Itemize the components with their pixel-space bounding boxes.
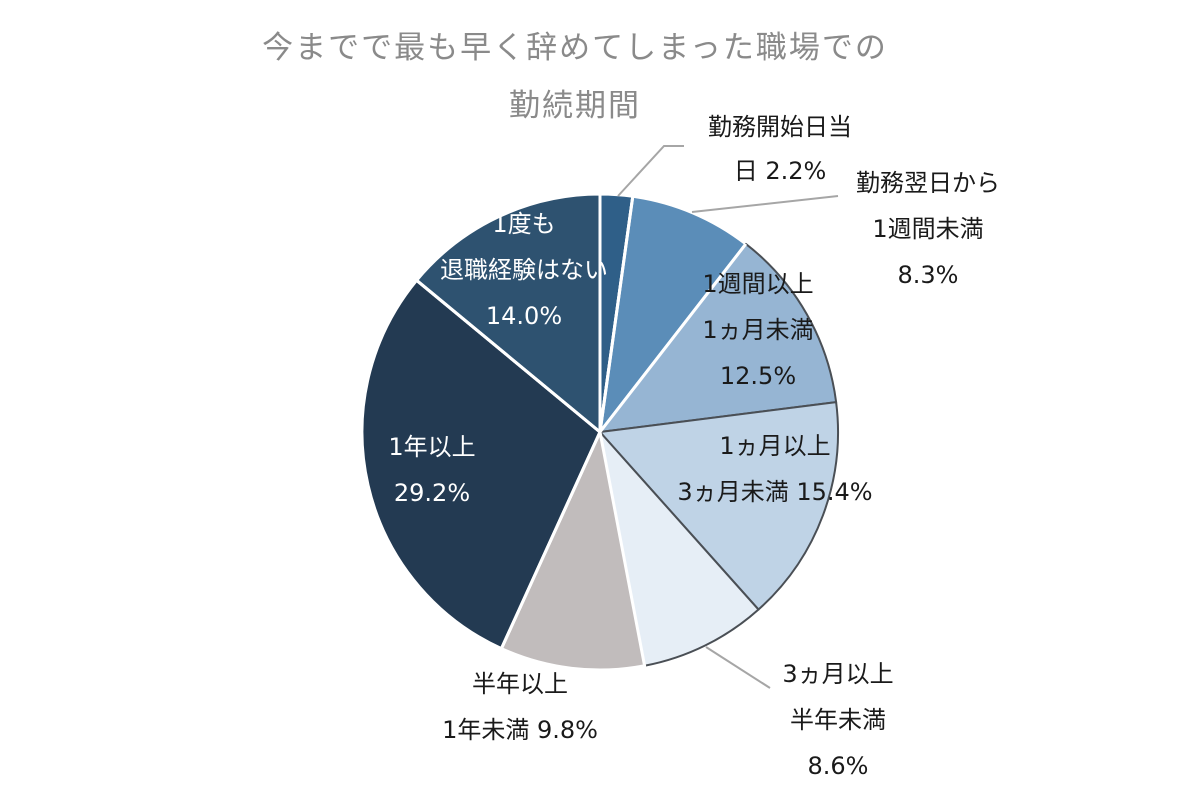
pie-slice-3 xyxy=(599,401,839,611)
slice-separator-2 xyxy=(598,243,748,433)
slice-label-1: 勤務翌日から 1週間未満 8.3% xyxy=(856,169,1000,289)
pie-slice-4 xyxy=(599,431,760,667)
pie-slice-6 xyxy=(360,278,602,651)
slice-separator-1 xyxy=(598,196,635,433)
slice-label-5: 半年以上 1年未満 9.8% xyxy=(442,670,598,744)
leader-line-1 xyxy=(691,195,839,213)
slice-label-0: 勤務開始日当日 2.2% xyxy=(708,113,852,185)
slice-label-3: 1ヵ月以上 3ヵ月未満 15.4% xyxy=(677,432,872,506)
slice-label-2: 1週間以上 1ヵ月未満 12.5% xyxy=(702,270,813,390)
pie-slice-5 xyxy=(499,430,647,672)
slice-label-7: 1度も退職経験はない 14.0% xyxy=(440,210,608,330)
slice-separator-7 xyxy=(415,279,601,434)
chart-title-line-1: 今までで最も早く辞めてしまった職場での xyxy=(262,30,888,66)
slice-label-4: 3ヵ月以上半年未満 8.6% xyxy=(782,660,893,780)
slice-label-6: 1年以上 29.2% xyxy=(388,433,475,507)
pie-slice-2 xyxy=(599,242,838,433)
slice-separator-6 xyxy=(500,431,602,650)
leader-line-0 xyxy=(617,145,684,197)
pie-slice-7 xyxy=(415,192,602,434)
chart-title-line-2: 勤続期間 xyxy=(509,88,641,124)
leader-line-4 xyxy=(705,646,771,689)
